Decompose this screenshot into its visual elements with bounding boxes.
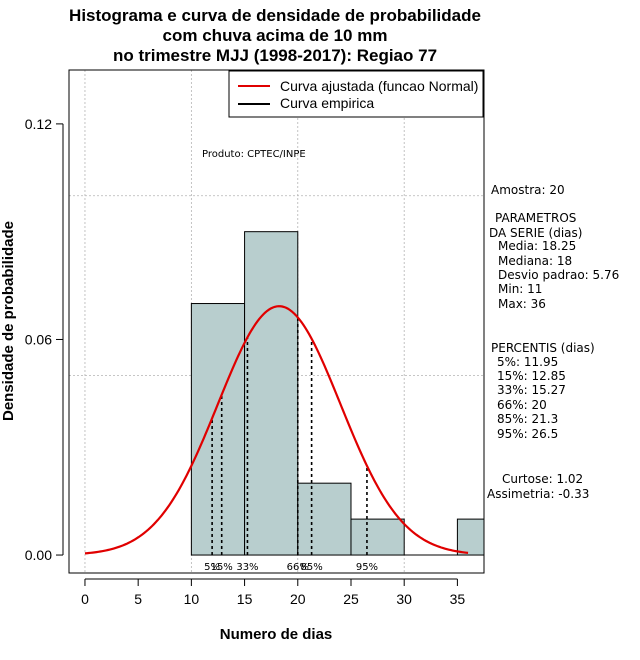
x-tick-label: 35 <box>450 591 466 607</box>
percentile-label: 95% <box>356 562 378 573</box>
legend-fit-label: Curva ajustada (funcao Normal) <box>280 78 478 94</box>
stat-media: Media: 18.25 <box>498 239 576 253</box>
y-tick-label: 0.12 <box>25 116 52 132</box>
normal-fit-curve <box>84 305 469 555</box>
histogram-bar <box>190 303 246 556</box>
x-axis: 0 5 10 15 20 25 30 35 <box>81 578 466 607</box>
x-tick-label: 15 <box>237 591 253 607</box>
histogram-bars <box>190 231 485 556</box>
stat-p85: 85%: 21.3 <box>497 412 558 426</box>
percentile-labels: 5%15% 33% 66%85% 95% <box>204 562 378 573</box>
grid-lines <box>69 70 484 573</box>
stat-p15: 15%: 12.85 <box>497 369 566 383</box>
x-tick-label: 25 <box>343 591 359 607</box>
x-axis-title: Numero de dias <box>220 626 333 643</box>
percentile-label: 15% <box>211 562 233 573</box>
x-tick-label: 10 <box>184 591 200 607</box>
plot-frame <box>68 69 485 574</box>
x-tick-label: 5 <box>134 591 142 607</box>
legend-box <box>228 70 484 118</box>
histogram-bar <box>456 518 485 556</box>
y-tick-label: 0.00 <box>25 547 52 563</box>
stat-amostra: Amostra: 20 <box>491 183 565 197</box>
stat-p95: 95%: 26.5 <box>497 427 558 441</box>
histogram-bar <box>244 231 299 556</box>
legend-empirical-label: Curva empirica <box>280 95 374 111</box>
stat-desvio: Desvio padrao: 5.76 <box>498 268 619 282</box>
y-axis: 0.00 0.06 0.12 <box>25 116 64 563</box>
x-tick-label: 30 <box>396 591 412 607</box>
chart-title-line-2: com chuva acima de 10 mm <box>163 26 388 45</box>
percentile-label: 5% <box>204 562 220 573</box>
stat-min: Min: 11 <box>498 282 542 296</box>
stat-percentis-header: PERCENTIS (dias) <box>491 341 595 355</box>
stats-panel: Amostra: 20 PARAMETROS DA SERIE (dias) M… <box>487 183 619 501</box>
percentile-label: 85% <box>300 562 322 573</box>
stat-p5: 5%: 11.95 <box>497 355 558 369</box>
histogram-bar <box>350 518 405 556</box>
stat-curtose: Curtose: 1.02 <box>502 472 583 486</box>
stat-mediana: Mediana: 18 <box>498 254 572 268</box>
percentile-label: 33% <box>236 562 258 573</box>
stat-parametros-header-2: DA SERIE (dias) <box>489 226 582 240</box>
x-tick-label: 0 <box>81 591 89 607</box>
stat-assimetria: Assimetria: -0.33 <box>487 487 589 501</box>
stat-p66: 66%: 20 <box>497 398 547 412</box>
stat-p33: 33%: 15.27 <box>497 383 566 397</box>
stat-max: Max: 36 <box>498 297 546 311</box>
x-tick-label: 20 <box>290 591 306 607</box>
y-axis-title: Densidade de probabilidade <box>0 221 17 421</box>
stat-parametros-header-1: PARAMETROS <box>495 211 576 225</box>
chart-title-line-3: no trimestre MJJ (1998-2017): Regiao 77 <box>113 46 437 65</box>
percentile-label: 66% <box>287 562 309 573</box>
legend: Curva ajustada (funcao Normal) Curva emp… <box>228 70 484 118</box>
chart-title-line-1: Histograma e curva de densidade de proba… <box>69 6 481 25</box>
y-tick-label: 0.06 <box>25 331 52 347</box>
histogram-bar <box>297 482 352 556</box>
credit-text: Produto: CPTEC/INPE <box>202 149 306 160</box>
percentile-lines <box>211 317 368 556</box>
